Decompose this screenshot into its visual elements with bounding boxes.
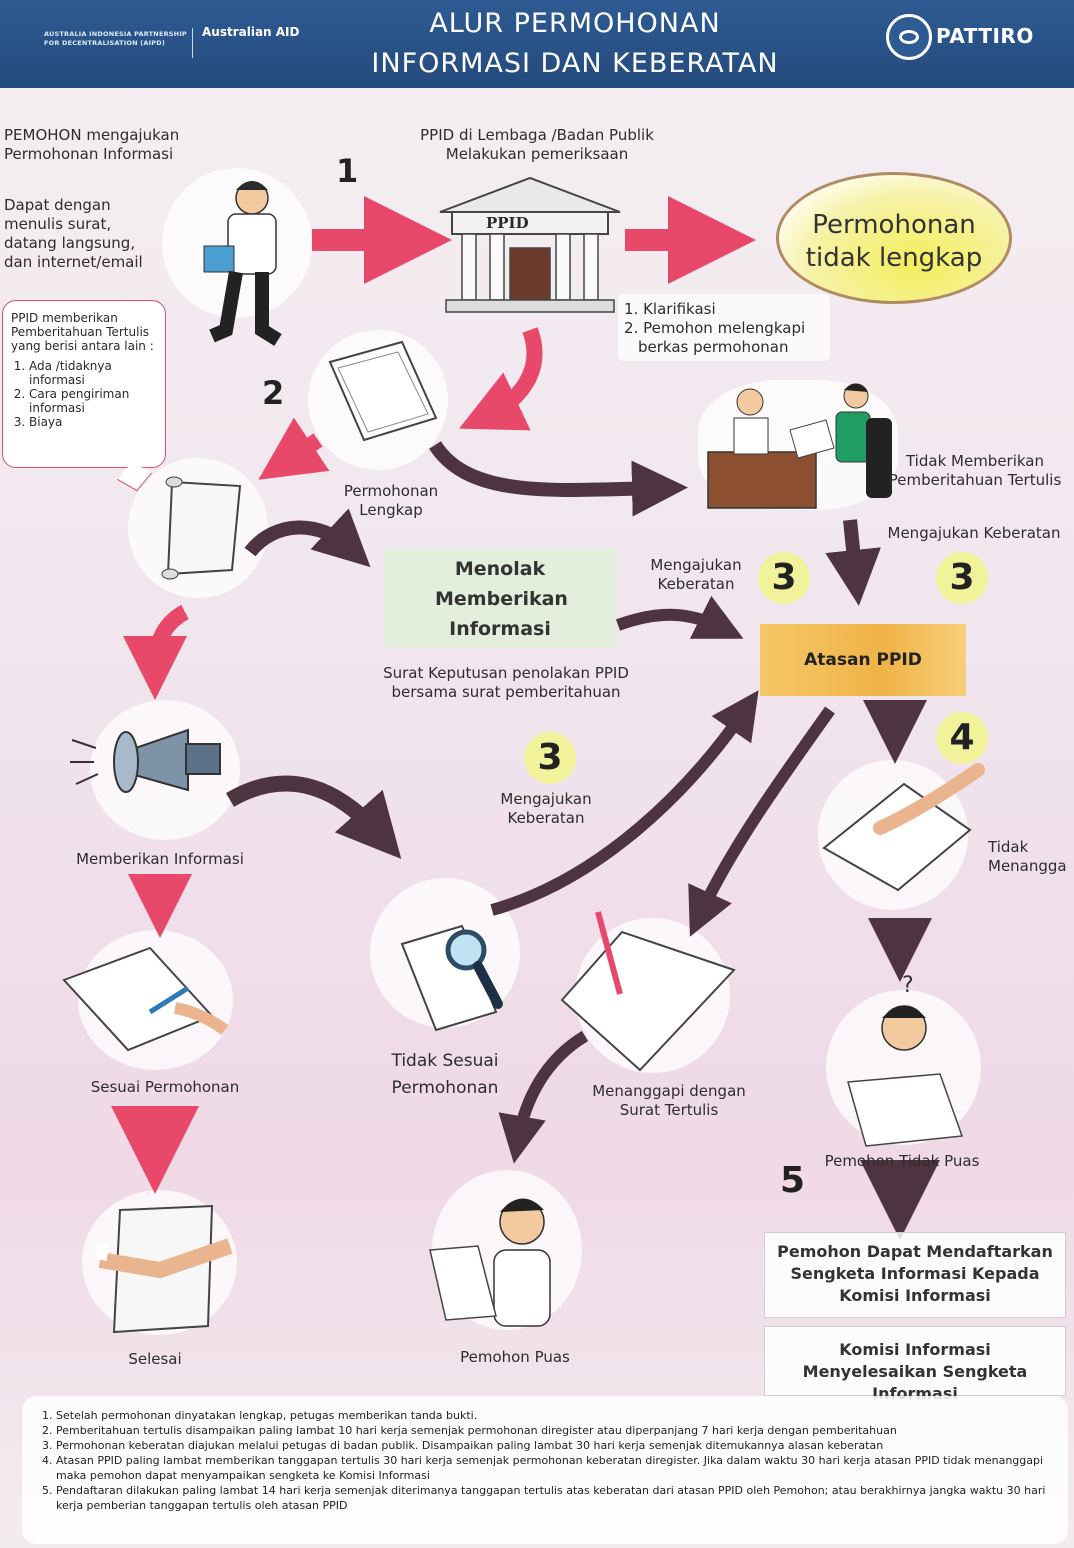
pemberitahuan-callout: PPID memberikan Pemberitahuan Tertulis y… xyxy=(2,300,166,492)
ppid-title: PPID di Lembaga /Badan Publik Melakukan … xyxy=(420,126,654,163)
tidak-sesuai-label: Tidak Sesuai Permohonan xyxy=(391,1051,499,1098)
callout-item: Ada /tidaknya informasi xyxy=(29,359,159,387)
atasan-ppid-box: Atasan PPID xyxy=(760,624,966,696)
arrow-ppid-to-lengkap xyxy=(459,327,543,431)
header-banner: AUSTRALIA INDONESIA PARTNERSHIP FOR DECE… xyxy=(0,0,1074,88)
footnote-item: Permohonan keberatan diajukan melalui pe… xyxy=(56,1438,1062,1453)
ppid-building-sign: PPID xyxy=(486,214,529,232)
mengajukan-keberatan-low-label: Mengajukan Keberatan xyxy=(500,790,592,827)
klarifikasi-item-1: 1. Klarifikasi xyxy=(624,300,716,318)
magnifying-glass-icon xyxy=(400,924,503,1032)
sesuai-permohonan-label: Sesuai Permohonan xyxy=(90,1078,240,1096)
surat-keputusan-label: Surat Keputusan penolakan PPID bersama s… xyxy=(383,664,629,701)
pattiro-name: PATTIRO xyxy=(936,24,1034,48)
callout-list: Ada /tidaknya informasi Cara pengiriman … xyxy=(11,359,159,429)
mengajukan-keberatan-mid-label: Mengajukan Keberatan xyxy=(650,556,742,593)
pemohon-walking-icon xyxy=(203,181,282,346)
desk-meeting-icon xyxy=(707,383,892,509)
callout-item: Cara pengiriman informasi xyxy=(29,387,159,415)
mengajukan-keberatan-right-label: Mengajukan Keberatan xyxy=(887,524,1061,542)
letter-pencil-icon xyxy=(560,911,736,1072)
logo-divider xyxy=(192,28,193,58)
pemohon-puas-icon xyxy=(429,1198,551,1327)
tidak-memberikan-label: Tidak Memberikan Pemberitahuan Tertulis xyxy=(888,452,1062,489)
callout-item: Biaya xyxy=(29,415,159,429)
menanggapi-label: Menanggapi dengan Surat Tertulis xyxy=(592,1082,746,1119)
step-number-1: 1 xyxy=(336,152,359,190)
handshake-icon xyxy=(94,1204,233,1334)
page-title: ALUR PERMOHONAN INFORMASI DAN KEBERATAN xyxy=(300,4,850,84)
footnote-item: Pendaftaran dilakukan paling lambat 14 h… xyxy=(56,1483,1062,1513)
komisi-box: Komisi Informasi Menyelesaikan Sengketa … xyxy=(764,1326,1066,1403)
menolak-box: Menolak Memberikan Informasi xyxy=(384,548,616,648)
footnote-item: Atasan PPID paling lambat memberikan tan… xyxy=(56,1453,1062,1483)
step-number-2: 2 xyxy=(262,374,285,412)
permohonan-lengkap-label: Permohonan Lengkap xyxy=(343,482,439,519)
australian-aid-text: Australian AID xyxy=(202,25,300,39)
step-number-4: 4 xyxy=(936,712,988,764)
pemohon-puas-label: Pemohon Puas xyxy=(460,1348,570,1366)
signing-document-icon xyxy=(62,946,229,1052)
scroll-icon xyxy=(161,476,242,580)
arrow-to-memberikan xyxy=(123,604,190,700)
klarifikasi-box: 1. Klarifikasi 2. Pemohon melengkapi ber… xyxy=(618,294,830,361)
arrow-to-menolak xyxy=(244,508,371,568)
menolak-label: Menolak Memberikan Informasi xyxy=(435,558,568,640)
step-number-5: 5 xyxy=(780,1160,806,1201)
arrow-atasan-to-menanggapi xyxy=(688,706,835,937)
step-number-3c: 3 xyxy=(524,732,576,784)
arrow-menolak-to-atasan xyxy=(615,595,744,639)
selesai-label: Selesai xyxy=(128,1350,182,1368)
ppid-building-icon xyxy=(439,176,621,313)
arrow-to-atasan xyxy=(825,519,881,606)
memberikan-informasi-label: Memberikan Informasi xyxy=(76,850,244,868)
aipd-logo-text: AUSTRALIA INDONESIA PARTNERSHIP FOR DECE… xyxy=(44,30,187,47)
pattiro-logo-icon xyxy=(886,14,932,60)
australian-aid-logo: Australian AID xyxy=(202,26,299,39)
pemohon-description: Dapat dengan menulis surat, datang langs… xyxy=(4,196,143,271)
footnotes-list: Setelah permohonan dinyatakan lengkap, p… xyxy=(40,1408,1062,1513)
permohonan-tidak-lengkap-oval: Permohonan tidak lengkap xyxy=(776,172,1012,304)
tidak-menanggapi-label: Tidak Menangga xyxy=(988,838,1067,875)
pemohon-title: PEMOHON mengajukan Permohonan Informasi xyxy=(4,126,180,163)
footnotes-panel: Setelah permohonan dinyatakan lengkap, p… xyxy=(22,1396,1068,1544)
klarifikasi-item-2: 2. Pemohon melengkapi berkas permohonan xyxy=(624,319,806,356)
callout-title: PPID memberikan Pemberitahuan Tertulis y… xyxy=(11,311,154,353)
document-stack-icon xyxy=(328,340,438,442)
arrow-memberikan-to-tidak-sesuai xyxy=(225,775,402,859)
step-number-3b: 3 xyxy=(936,552,988,604)
arrow-to-puas xyxy=(498,1030,589,1164)
pemohon-tidak-puas-icon: ? xyxy=(847,973,964,1147)
svg-text:?: ? xyxy=(902,973,914,998)
arrow-lengkap-to-tidak-memberikan xyxy=(429,440,688,517)
hand-on-paper-icon xyxy=(822,763,985,892)
arrow-tidak-sesuai-to-atasan xyxy=(490,690,759,916)
megaphone-icon xyxy=(70,728,221,793)
tidak-lengkap-label: Permohonan tidak lengkap xyxy=(805,210,983,273)
step-number-3a: 3 xyxy=(758,552,810,604)
title-line-1: ALUR PERMOHONAN xyxy=(429,8,721,39)
sengketa-box: Pemohon Dapat Mendaftarkan Sengketa Info… xyxy=(764,1232,1066,1318)
footnote-item: Setelah permohonan dinyatakan lengkap, p… xyxy=(56,1408,1062,1423)
title-line-2: INFORMASI DAN KEBERATAN xyxy=(371,48,779,79)
arrow-lengkap-to-pemberitahuan xyxy=(258,417,330,480)
pemohon-tidak-puas-label: Pemohon Tidak Puas xyxy=(824,1152,980,1170)
footnote-item: Pemberitahuan tertulis disampaikan palin… xyxy=(56,1423,1062,1438)
